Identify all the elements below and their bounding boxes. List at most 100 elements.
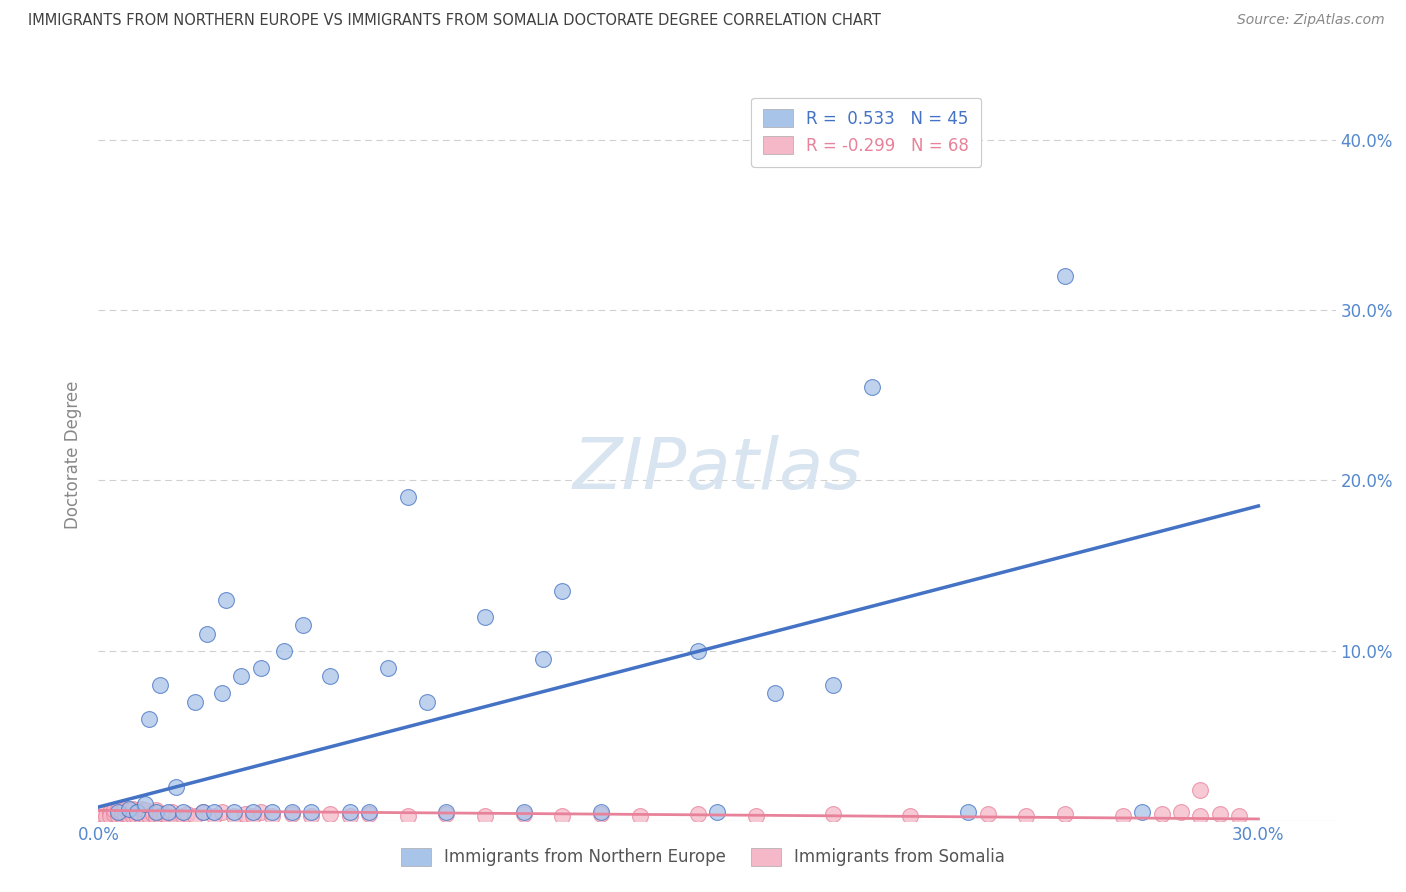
- Point: [339, 808, 361, 822]
- Point: [127, 810, 149, 824]
- Point: [821, 806, 844, 821]
- Point: [91, 806, 114, 821]
- Point: [195, 626, 218, 640]
- Point: [1054, 806, 1077, 821]
- Point: [977, 806, 1000, 821]
- Point: [111, 805, 134, 819]
- Point: [231, 669, 253, 683]
- Point: [96, 808, 118, 822]
- Point: [191, 805, 214, 819]
- Point: [138, 808, 160, 822]
- Point: [957, 805, 980, 819]
- Point: [145, 805, 167, 819]
- Point: [242, 808, 264, 822]
- Point: [513, 806, 536, 821]
- Point: [107, 805, 129, 819]
- Point: [706, 805, 728, 819]
- Point: [763, 686, 786, 700]
- Point: [204, 805, 226, 819]
- Point: [107, 808, 129, 822]
- Point: [250, 660, 273, 674]
- Point: [591, 806, 613, 821]
- Point: [211, 805, 233, 819]
- Point: [1015, 808, 1038, 822]
- Point: [145, 804, 167, 818]
- Point: [118, 804, 141, 818]
- Point: [416, 695, 439, 709]
- Point: [474, 808, 496, 822]
- Point: [250, 805, 273, 819]
- Point: [176, 806, 198, 821]
- Point: [474, 609, 496, 624]
- Point: [551, 808, 574, 822]
- Point: [134, 808, 156, 822]
- Point: [134, 797, 156, 811]
- Point: [127, 805, 149, 819]
- Point: [1150, 806, 1173, 821]
- Point: [551, 584, 574, 599]
- Point: [396, 808, 419, 822]
- Point: [153, 806, 176, 821]
- Point: [222, 805, 245, 819]
- Point: [299, 805, 322, 819]
- Point: [184, 808, 207, 822]
- Point: [299, 808, 322, 822]
- Point: [821, 677, 844, 691]
- Point: [1189, 808, 1212, 822]
- Point: [339, 805, 361, 819]
- Point: [396, 491, 419, 505]
- Point: [211, 686, 233, 700]
- Point: [191, 805, 214, 819]
- Point: [436, 806, 458, 821]
- Point: [292, 618, 315, 632]
- Point: [242, 805, 264, 819]
- Point: [114, 806, 136, 821]
- Point: [118, 802, 141, 816]
- Point: [160, 805, 183, 819]
- Point: [172, 808, 194, 822]
- Point: [1170, 805, 1192, 819]
- Point: [222, 808, 245, 822]
- Point: [359, 805, 381, 819]
- Point: [531, 652, 554, 666]
- Point: [107, 802, 129, 816]
- Text: ZIPatlas: ZIPatlas: [572, 435, 862, 504]
- Point: [204, 808, 226, 822]
- Point: [157, 808, 180, 822]
- Point: [145, 810, 167, 824]
- Legend: Immigrants from Northern Europe, Immigrants from Somalia: Immigrants from Northern Europe, Immigra…: [392, 839, 1014, 875]
- Point: [262, 808, 284, 822]
- Point: [262, 805, 284, 819]
- Point: [98, 808, 121, 822]
- Text: Source: ZipAtlas.com: Source: ZipAtlas.com: [1237, 13, 1385, 28]
- Point: [319, 806, 342, 821]
- Point: [860, 380, 883, 394]
- Point: [273, 643, 295, 657]
- Point: [1189, 783, 1212, 797]
- Point: [1112, 808, 1135, 822]
- Point: [686, 806, 709, 821]
- Point: [103, 806, 125, 821]
- Point: [111, 808, 134, 822]
- Point: [149, 808, 172, 822]
- Y-axis label: Doctorate Degree: Doctorate Degree: [65, 381, 83, 529]
- Point: [172, 805, 194, 819]
- Point: [118, 808, 141, 822]
- Point: [359, 806, 381, 821]
- Point: [513, 805, 536, 819]
- Point: [114, 802, 136, 816]
- Point: [138, 712, 160, 726]
- Point: [281, 805, 304, 819]
- Point: [1132, 805, 1154, 819]
- Point: [142, 806, 165, 821]
- Point: [129, 802, 152, 816]
- Point: [1208, 806, 1232, 821]
- Point: [184, 695, 207, 709]
- Point: [127, 805, 149, 819]
- Point: [1054, 269, 1077, 284]
- Point: [165, 780, 187, 794]
- Point: [122, 802, 145, 816]
- Point: [377, 660, 399, 674]
- Point: [686, 643, 709, 657]
- Text: IMMIGRANTS FROM NORTHERN EUROPE VS IMMIGRANTS FROM SOMALIA DOCTORATE DEGREE CORR: IMMIGRANTS FROM NORTHERN EUROPE VS IMMIG…: [28, 13, 882, 29]
